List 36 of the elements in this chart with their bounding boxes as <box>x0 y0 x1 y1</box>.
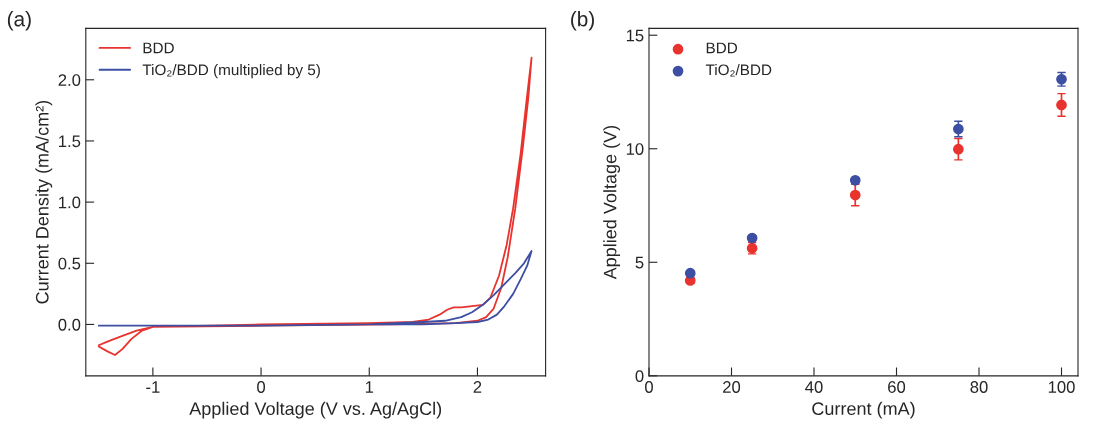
x-tick-label: 40 <box>805 381 823 393</box>
y-tick-label: 0.5 <box>58 257 81 270</box>
point <box>953 143 964 155</box>
y-tick-label: 2.0 <box>58 74 81 86</box>
legend-label: BDD <box>706 42 738 54</box>
legend-label: BDD <box>143 42 174 54</box>
point <box>684 267 696 279</box>
line-series <box>97 250 533 327</box>
line-series <box>97 56 533 356</box>
legend-label: TiO₂/BDD <box>705 64 772 77</box>
x-tick-label: -1 <box>146 381 160 393</box>
y-axis-title: Applied Voltage (V) <box>603 125 621 280</box>
x-axis-title: Current (mA) <box>812 401 915 419</box>
y-tick-label: 5 <box>635 256 644 269</box>
x-tick-label: 80 <box>970 381 988 393</box>
x-tick-label: 0 <box>645 381 653 393</box>
point <box>1056 99 1067 111</box>
x-tick-label: 60 <box>888 381 906 393</box>
y-tick-label: 1.5 <box>59 135 81 148</box>
chart-title: (b) <box>571 11 594 31</box>
point <box>746 232 758 244</box>
chart-title: (a) <box>7 11 31 31</box>
y-tick-label: 1.0 <box>59 196 81 209</box>
x-axis-title: Applied Voltage (V vs. Ag/AgCl) <box>189 401 442 419</box>
x-tick-label: 20 <box>723 381 741 393</box>
x-tick-label: 1 <box>365 381 374 393</box>
x-tick-label: 2 <box>473 381 482 393</box>
y-axis-title: Current Density (mA/cm²) <box>35 100 53 304</box>
y-tick-label: 10 <box>626 143 644 155</box>
x-tick-label: 100 <box>1048 381 1075 393</box>
y-tick-label: 15 <box>626 29 644 42</box>
y-tick-label: 0.0 <box>58 318 81 331</box>
y-tick-label: 0 <box>635 370 644 383</box>
legend-label: TiO₂/BDD (multiplied by 5) <box>142 64 320 79</box>
point <box>849 189 861 201</box>
x-tick-label: 0 <box>257 381 266 393</box>
